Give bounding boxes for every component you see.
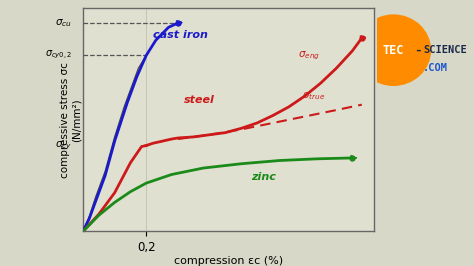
Text: cast iron: cast iron (153, 30, 208, 40)
Text: SCIENCE: SCIENCE (423, 45, 467, 55)
Text: $\sigma_{true}$: $\sigma_{true}$ (301, 90, 325, 102)
Text: .COM: .COM (423, 63, 448, 73)
Text: $\sigma_{cu}$: $\sigma_{cu}$ (55, 17, 72, 29)
Text: $\sigma_{eng}$: $\sigma_{eng}$ (299, 50, 320, 62)
Text: TEC: TEC (383, 44, 404, 57)
Text: $\sigma_{cy}$: $\sigma_{cy}$ (55, 139, 72, 152)
Text: zinc: zinc (251, 172, 276, 182)
Text: steel: steel (184, 94, 215, 105)
X-axis label: compression εc (%): compression εc (%) (174, 256, 283, 265)
Text: -: - (414, 44, 421, 57)
Y-axis label: compressive stress σc
(N/mm²): compressive stress σc (N/mm²) (60, 62, 82, 178)
Text: $\sigma_{cy0,2}$: $\sigma_{cy0,2}$ (45, 49, 72, 61)
Circle shape (356, 15, 430, 85)
